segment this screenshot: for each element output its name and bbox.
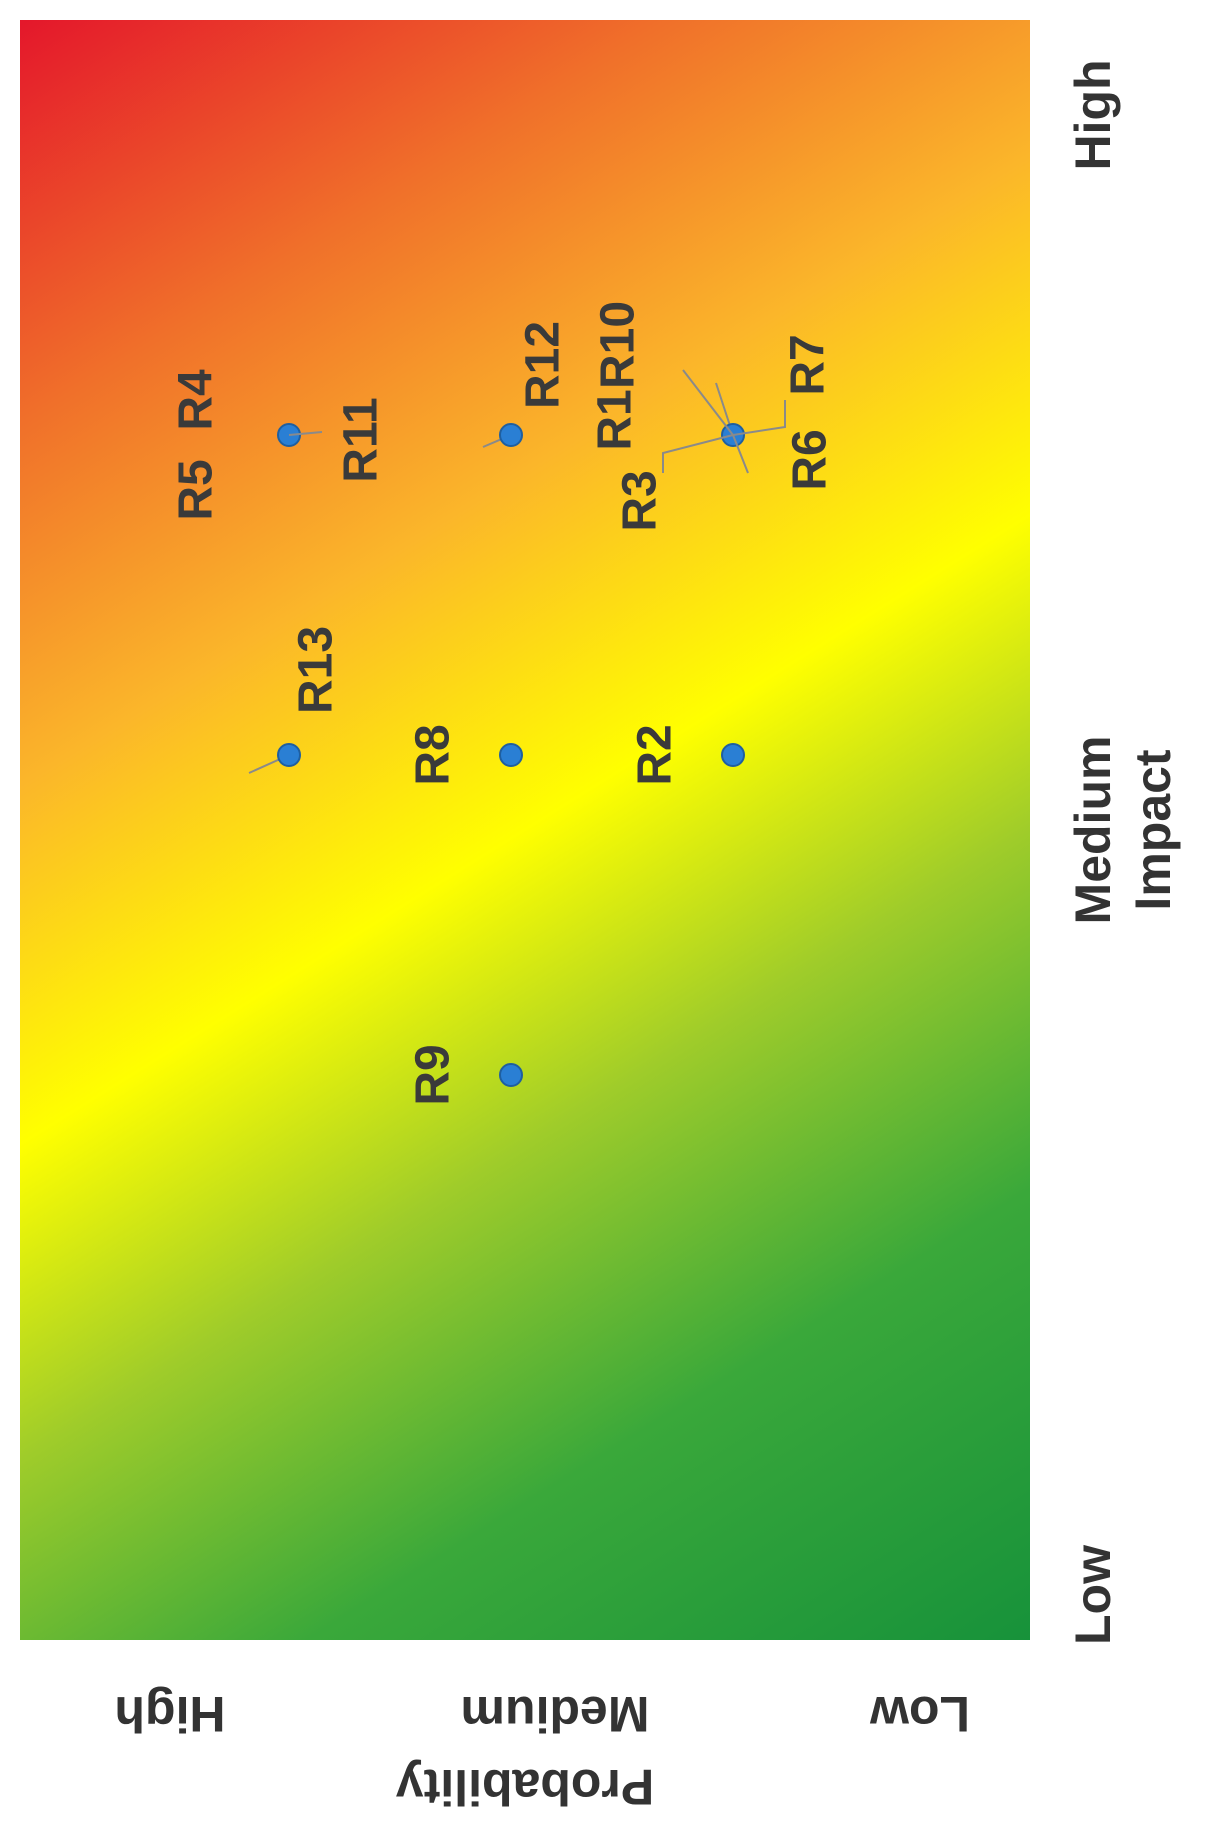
leader-line-r7 — [662, 434, 734, 473]
leader-line-r10 — [682, 369, 734, 436]
leader-line-r5 — [288, 431, 323, 436]
point-label-r2: R2 — [629, 724, 682, 785]
point-label-r6: R6 — [784, 429, 837, 490]
data-point-r2 — [721, 743, 745, 767]
point-label-r5: R5 — [170, 459, 223, 520]
x-axis-title: Impact — [1125, 749, 1181, 911]
x-tick-medium: Medium — [1065, 736, 1121, 925]
point-label-r1: R1 — [589, 389, 642, 450]
point-label-r7: R7 — [782, 334, 835, 395]
data-point-r9 — [499, 1063, 523, 1087]
data-point-r8 — [499, 743, 523, 767]
x-tick-high: High — [1065, 59, 1121, 170]
x-tick-low: Low — [1065, 1545, 1121, 1645]
y-tick-medium: Medium — [461, 1686, 650, 1742]
y-axis-title: Probability — [396, 1759, 655, 1815]
point-label-r8: R8 — [407, 724, 460, 785]
point-label-r11: R11 — [335, 397, 388, 482]
leader-line-r3 — [732, 400, 786, 436]
y-tick-low: Low — [870, 1686, 970, 1742]
point-label-r4: R4 — [170, 369, 223, 431]
point-label-r9: R9 — [407, 1044, 460, 1105]
data-point-r12 — [499, 423, 523, 447]
point-label-r12: R12 — [517, 321, 570, 409]
point-label-r3: R3 — [614, 470, 667, 531]
leader-line-r6 — [732, 434, 749, 474]
point-label-r10: R10 — [592, 301, 645, 389]
point-label-r13: R13 — [290, 626, 343, 714]
plot-background — [20, 20, 1030, 1640]
y-tick-high: High — [114, 1686, 225, 1742]
data-point-r13 — [277, 743, 301, 767]
